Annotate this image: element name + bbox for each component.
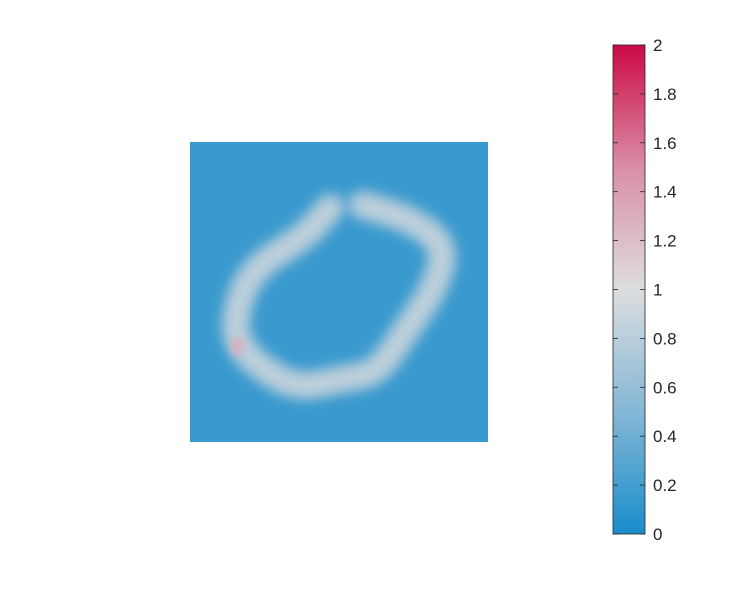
heatmap-plot-area <box>190 142 488 442</box>
colorbar-tick-label: 1.4 <box>653 183 677 202</box>
colorbar-tick-label: 0.2 <box>653 476 677 495</box>
colorbar-tick-label: 1.6 <box>653 134 677 153</box>
colorbar-tick-label: 0 <box>653 525 662 544</box>
colorbar-gradient <box>612 44 646 535</box>
colorbar-tick-label: 1.8 <box>653 85 677 104</box>
heatmap-ring <box>227 197 450 394</box>
colorbar-tick-label: 1.2 <box>653 232 677 251</box>
colorbar-tick-label: 2 <box>653 36 662 55</box>
colorbar-tick-label: 0.4 <box>653 427 677 446</box>
colorbar-tick-label: 0.8 <box>653 329 677 348</box>
colorbar-tick-label: 0.6 <box>653 378 677 397</box>
colorbar: 0 0.2 0.4 0.6 0.8 1 1.2 1.4 1.6 1.8 2 <box>612 36 677 544</box>
colorbar-tick-label: 1 <box>653 281 662 300</box>
heatmap-peak <box>231 337 244 355</box>
heatmap-field <box>190 142 488 442</box>
